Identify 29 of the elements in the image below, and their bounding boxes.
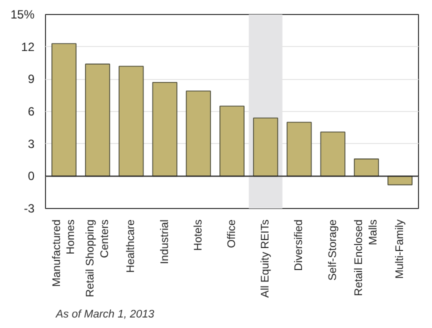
x-tick-label: Office: [226, 220, 238, 248]
bar: [320, 132, 346, 177]
x-tick-label: All Equity REITs: [260, 219, 272, 298]
x-tick-label: Retail Shopping Centers: [84, 219, 111, 298]
x-tick-label: Diversified: [293, 219, 306, 271]
bar: [220, 106, 244, 177]
bar: [186, 90, 211, 177]
text: As of March 1, 2013: [54, 308, 156, 320]
x-tick-label: Healthcare: [125, 219, 138, 273]
y-tick-label: 12: [21, 40, 35, 54]
x-tick-label: Retail Enclosed Malls: [353, 219, 380, 296]
y-tick-label: 3: [28, 136, 35, 151]
y-tick-label: 6: [28, 104, 35, 118]
x-tick-label: Multi-Family: [394, 219, 406, 279]
bar: [286, 122, 312, 177]
bar: [85, 64, 110, 177]
y-tick-label: 0: [28, 169, 35, 184]
bar: [354, 158, 379, 177]
bar: [152, 82, 178, 177]
x-tick-label: Manufactured Homes: [50, 219, 78, 287]
x-tick-label: Hotels: [192, 219, 204, 251]
bar: [51, 43, 76, 177]
bar: [118, 66, 144, 177]
x-tick-label: Self-Storage: [326, 219, 339, 281]
bar: [253, 118, 278, 177]
x-tick-label: Industrial: [158, 219, 171, 264]
y-tick-label: 15%: [10, 8, 35, 22]
y-tick-label: -3: [24, 202, 35, 216]
y-tick-label: 9: [28, 72, 35, 86]
